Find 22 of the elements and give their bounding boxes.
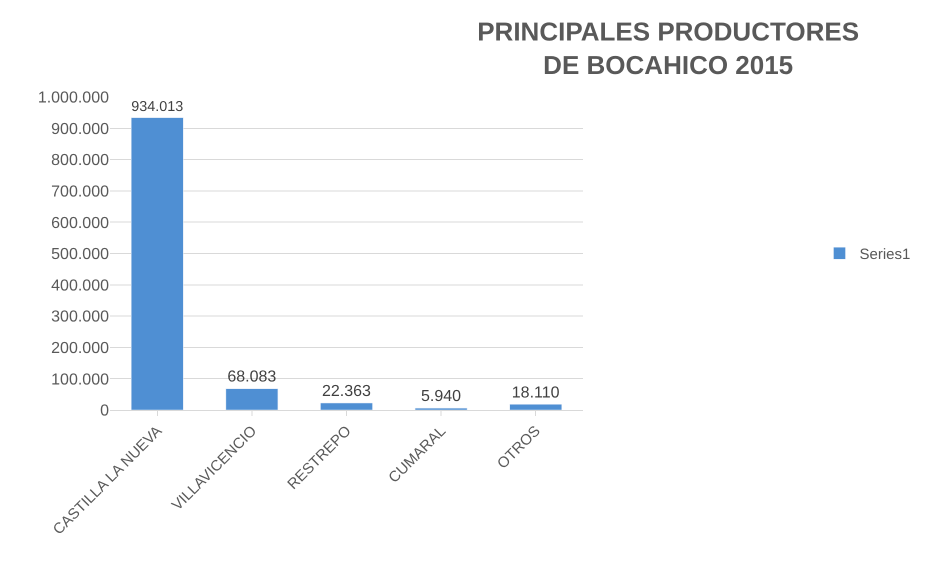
bar — [509, 404, 562, 410]
bar — [320, 402, 373, 410]
text: PRINCIPALES PRODUCTORES DE BOCAHICO 2015 — [477, 16, 860, 80]
data-label: 5.940 — [421, 388, 462, 406]
y-tick-label: 300.000 — [51, 308, 110, 326]
y-tick-label: 600.000 — [51, 214, 110, 232]
y-tick-label: 200.000 — [51, 340, 110, 357]
bar — [226, 388, 278, 410]
y-tick-label: 800.000 — [51, 152, 110, 170]
y-tick-label: 1.000.000 — [38, 90, 110, 107]
data-label: 22.363 — [322, 383, 372, 400]
data-label: 934.013 — [131, 99, 184, 116]
data-label: 18.110 — [512, 384, 560, 402]
bar — [131, 117, 184, 410]
y-tick-label: 700.000 — [51, 184, 110, 200]
y-tick-label: 900.000 — [51, 120, 110, 138]
y-tick-label: 0 — [100, 402, 110, 420]
y-tick-label: 500.000 — [51, 246, 110, 264]
y-tick-label: 100.000 — [51, 371, 110, 388]
legend-label: Series1 — [860, 246, 910, 264]
y-tick-label: 400.000 — [51, 277, 110, 294]
data-label: 68.083 — [227, 368, 276, 386]
